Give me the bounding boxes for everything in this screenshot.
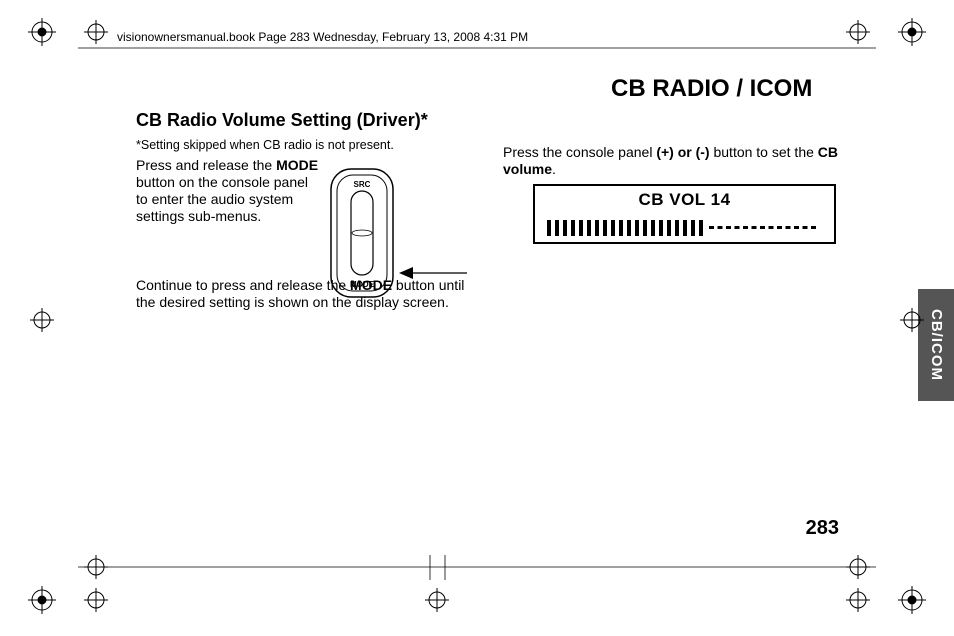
- text-bold: MODE: [276, 157, 318, 173]
- src-label: SRC: [354, 180, 371, 189]
- body-paragraph-1: Press and release the MODE button on the…: [136, 157, 321, 225]
- text-run: Press and release the: [136, 157, 276, 173]
- footnote: *Setting skipped when CB radio is not pr…: [136, 138, 394, 152]
- section-heading: CB Radio Volume Setting (Driver)*: [136, 110, 428, 131]
- text-bold: (+) or (-): [656, 144, 709, 160]
- text-run: button to set the: [710, 144, 818, 160]
- text-run: button on the console panel to enter the…: [136, 174, 308, 224]
- page-number: 283: [806, 517, 839, 540]
- mode-button-figure: SRC MODE: [327, 165, 477, 310]
- print-header: visionownersmanual.book Page 283 Wednesd…: [117, 30, 528, 44]
- mode-label: MODE: [350, 280, 375, 289]
- text-run: Continue to press and release the: [136, 277, 350, 293]
- section-tab: CB/ICOM: [918, 289, 954, 401]
- volume-bar-indicator: [535, 218, 834, 243]
- text-run: .: [552, 161, 556, 177]
- body-paragraph-3: Press the console panel (+) or (-) butto…: [503, 144, 838, 178]
- arrow-icon: [399, 267, 413, 279]
- page-title: CB RADIO / ICOM: [611, 75, 812, 103]
- display-title: CB VOL 14: [535, 190, 834, 210]
- display-figure: CB VOL 14: [533, 184, 836, 244]
- text-run: Press the console panel: [503, 144, 656, 160]
